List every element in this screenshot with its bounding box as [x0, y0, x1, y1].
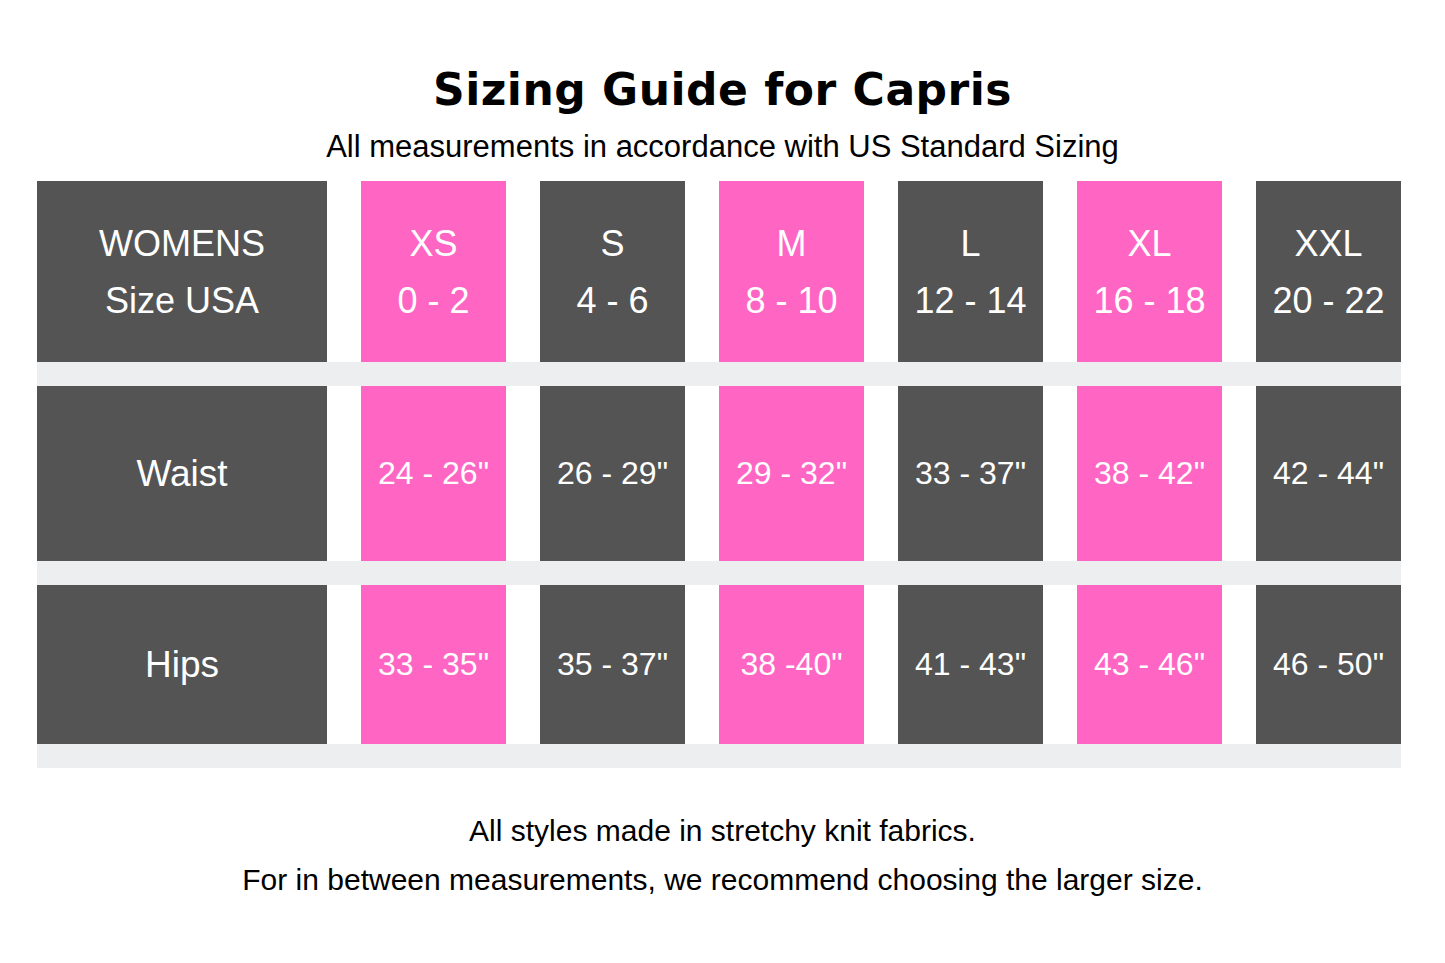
- size-header-cell-xs: XS 0 - 2: [361, 181, 506, 362]
- sizing-guide-page: Sizing Guide for Capris All measurements…: [0, 0, 1445, 963]
- waist-cell-l: 33 - 37": [898, 386, 1043, 561]
- size-header-cell-l: L 12 - 14: [898, 181, 1043, 362]
- hips-cell-xxl: 46 - 50": [1256, 585, 1401, 744]
- hips-cell-s: 35 - 37": [540, 585, 685, 744]
- hips-row-label: Hips: [37, 585, 327, 744]
- size-name: XL: [1127, 215, 1171, 272]
- size-range: 8 - 10: [745, 272, 837, 329]
- size-range: 4 - 6: [576, 272, 648, 329]
- row-divider: [37, 744, 1401, 768]
- size-name: M: [777, 215, 807, 272]
- size-header-cell-xxl: XXL 20 - 22: [1256, 181, 1401, 362]
- size-range: 0 - 2: [397, 272, 469, 329]
- page-title: Sizing Guide for Capris: [0, 64, 1445, 115]
- size-header-row: WOMENS Size USA XS 0 - 2 S 4 - 6 M 8 - 1…: [37, 181, 1401, 362]
- waist-cell-s: 26 - 29": [540, 386, 685, 561]
- footer-notes: All styles made in stretchy knit fabrics…: [0, 806, 1445, 904]
- size-name: L: [960, 215, 980, 272]
- size-name: XS: [409, 215, 457, 272]
- waist-cell-xl: 38 - 42": [1077, 386, 1222, 561]
- hips-cell-xs: 33 - 35": [361, 585, 506, 744]
- size-range: 20 - 22: [1272, 272, 1384, 329]
- size-header-cell-m: M 8 - 10: [719, 181, 864, 362]
- hips-cell-m: 38 -40": [719, 585, 864, 744]
- hips-row: Hips 33 - 35" 35 - 37" 38 -40" 41 - 43" …: [37, 585, 1401, 744]
- size-name: S: [600, 215, 624, 272]
- footer-note-fabric: All styles made in stretchy knit fabrics…: [0, 806, 1445, 855]
- corner-header-line2: Size USA: [105, 272, 259, 329]
- waist-cell-m: 29 - 32": [719, 386, 864, 561]
- sizing-table: WOMENS Size USA XS 0 - 2 S 4 - 6 M 8 - 1…: [37, 181, 1401, 768]
- waist-row-label: Waist: [37, 386, 327, 561]
- hips-cell-l: 41 - 43": [898, 585, 1043, 744]
- row-divider: [37, 362, 1401, 386]
- corner-header-cell: WOMENS Size USA: [37, 181, 327, 362]
- size-range: 12 - 14: [914, 272, 1026, 329]
- size-header-cell-xl: XL 16 - 18: [1077, 181, 1222, 362]
- row-divider: [37, 561, 1401, 585]
- footer-note-recommendation: For in between measurements, we recommen…: [0, 855, 1445, 904]
- waist-row: Waist 24 - 26" 26 - 29" 29 - 32" 33 - 37…: [37, 386, 1401, 561]
- page-subtitle: All measurements in accordance with US S…: [0, 129, 1445, 165]
- hips-cell-xl: 43 - 46": [1077, 585, 1222, 744]
- size-range: 16 - 18: [1093, 272, 1205, 329]
- corner-header-line1: WOMENS: [99, 215, 265, 272]
- waist-cell-xxl: 42 - 44": [1256, 386, 1401, 561]
- size-header-cell-s: S 4 - 6: [540, 181, 685, 362]
- size-name: XXL: [1294, 215, 1362, 272]
- waist-cell-xs: 24 - 26": [361, 386, 506, 561]
